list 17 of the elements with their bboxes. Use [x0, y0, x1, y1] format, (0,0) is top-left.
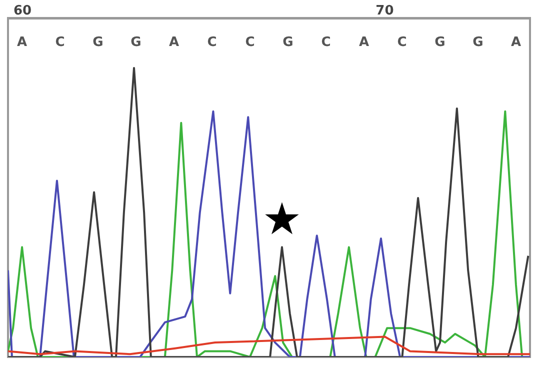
- text: A: [510, 35, 522, 50]
- text: G: [434, 35, 446, 50]
- text: C: [245, 35, 255, 50]
- x-tick-label: 70: [376, 4, 394, 18]
- text: G: [282, 35, 294, 50]
- text: G: [92, 35, 104, 50]
- text: A: [168, 35, 180, 50]
- x-tick-label: 60: [13, 4, 32, 18]
- text: C: [321, 35, 331, 50]
- text: C: [207, 35, 217, 50]
- text: G: [472, 35, 484, 50]
- text: A: [358, 35, 370, 50]
- text: C: [55, 35, 65, 50]
- text: G: [130, 35, 142, 50]
- text: A: [16, 35, 28, 50]
- text: C: [397, 35, 407, 50]
- annotation: ★: [262, 194, 302, 246]
